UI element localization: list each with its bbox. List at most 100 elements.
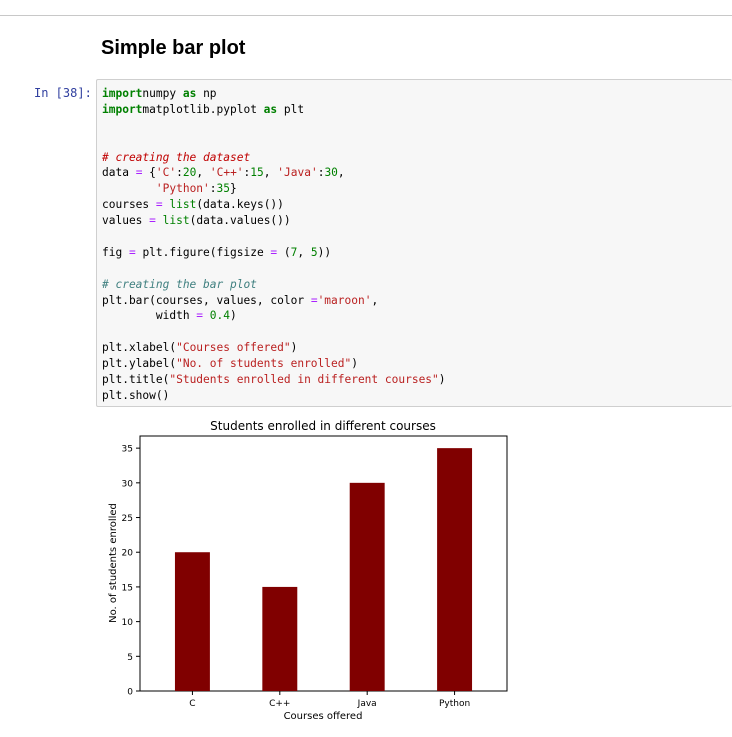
bar-chart: Students enrolled in different courses 0… (108, 419, 508, 722)
code-token: import (102, 87, 143, 100)
code-token: = (196, 309, 204, 323)
code-token: "No. of students enrolled" (176, 357, 352, 371)
code-token: 7 (290, 245, 298, 259)
chart-title: Students enrolled in different courses (210, 419, 436, 433)
code-token (102, 182, 156, 195)
code-token: plt.xlabel( (102, 341, 177, 355)
markdown-heading: Simple bar plot (101, 37, 246, 59)
code-line (102, 261, 446, 277)
code-token (203, 309, 210, 322)
code-line: plt.show() (102, 388, 446, 404)
code-token: ( (277, 245, 291, 259)
code-token: , (297, 245, 311, 259)
code-token: 'Python' (155, 182, 210, 196)
code-token: 'Java' (277, 166, 318, 180)
code-token: , (196, 166, 210, 180)
code-token: width (102, 309, 197, 323)
bar-java (349, 482, 385, 691)
code-token: plt.bar(courses, values, color (102, 293, 311, 307)
code-token: , (263, 166, 278, 180)
y-tick-label: 25 (122, 514, 133, 524)
code-token: "Students enrolled in different courses" (169, 373, 439, 387)
output-area: Students enrolled in different courses 0… (96, 412, 536, 732)
code-line (102, 118, 446, 134)
code-token: ) (351, 357, 358, 371)
input-prompt: In [38]: (34, 86, 92, 100)
code-token: # creating the bar plot (102, 277, 257, 291)
code-token: values (102, 214, 150, 228)
code-token: list (162, 214, 190, 228)
code-token: numpy (142, 87, 183, 100)
code-token: plt.ylabel( (102, 357, 177, 371)
y-tick-label: 5 (127, 653, 133, 663)
x-tick-label: Java (357, 699, 377, 709)
code-token (156, 214, 163, 227)
code-token: data (102, 166, 136, 180)
code-token: # creating the dataset (102, 150, 251, 164)
code-token: (data.values()) (189, 214, 291, 228)
code-token: 'C' (155, 166, 177, 180)
code-line: courses = list(data.keys()) (102, 197, 446, 213)
code-token: : (176, 166, 183, 180)
code-token: import (102, 102, 143, 116)
code-line: importnumpy as np (102, 86, 446, 102)
code-token: )) (317, 245, 332, 259)
code-token: "Courses offered" (176, 341, 291, 355)
code-token: courses (102, 198, 156, 212)
code-token: as (263, 102, 278, 116)
code-token: list (169, 198, 197, 212)
code-token: 'maroon' (317, 293, 372, 307)
code-token: : (243, 166, 251, 180)
code-line (102, 324, 446, 340)
code-token: = (149, 214, 156, 228)
code-line: values = list(data.values()) (102, 213, 446, 229)
y-tick-label: 15 (122, 583, 133, 593)
code-token: 'C++' (209, 166, 244, 180)
code-token: 15 (250, 166, 264, 180)
code-line: plt.title("Students enrolled in differen… (102, 372, 446, 388)
y-tick-label: 0 (127, 688, 133, 698)
code-token: : (209, 182, 217, 196)
code-token: plt.title( (102, 373, 170, 387)
code-token: 35 (216, 182, 231, 196)
code-token: 5 (310, 245, 318, 259)
x-tick-label: C (189, 699, 195, 709)
code-token: = (135, 166, 143, 180)
code-token: } (230, 182, 237, 196)
code-line (102, 229, 446, 245)
code-line: data = {'C':20, 'C++':15, 'Java':30, (102, 165, 446, 181)
code-token: : (317, 166, 325, 180)
code-line: # creating the dataset (102, 150, 446, 166)
x-axis-label: Courses offered (284, 711, 363, 722)
code-token: = (270, 245, 278, 259)
code-token: as (182, 87, 197, 100)
y-tick-label: 20 (122, 549, 134, 559)
code-token: ) (438, 373, 446, 387)
code-token: 0.4 (209, 309, 231, 323)
code-token: (data.keys()) (196, 198, 284, 212)
code-token: plt.show() (102, 388, 170, 402)
code-line (102, 134, 446, 150)
code-editor[interactable]: importnumpy as np importmatplotlib.pyplot… (102, 86, 446, 404)
bar-python (437, 448, 473, 691)
x-tick-label: Python (439, 699, 470, 709)
code-line: plt.xlabel("Courses offered") (102, 340, 446, 356)
code-token: 20 (182, 166, 197, 180)
cell-separator (0, 15, 732, 16)
y-tick-label: 10 (122, 618, 134, 628)
code-token: , (337, 166, 345, 180)
bar-cplusplus (262, 586, 298, 691)
code-line: plt.ylabel("No. of students enrolled") (102, 356, 446, 372)
code-cell[interactable]: importnumpy as np importmatplotlib.pyplot… (96, 79, 732, 407)
code-line: # creating the bar plot (102, 277, 446, 293)
y-axis-label: No. of students enrolled (108, 503, 119, 623)
code-token: fig (102, 245, 129, 259)
code-token: matplotlib.pyplot (142, 102, 264, 116)
code-token: np (196, 87, 217, 100)
y-tick-label: 30 (122, 479, 134, 489)
code-line: importmatplotlib.pyplot as plt (102, 102, 446, 118)
code-token: plt.figure(figsize (135, 245, 271, 259)
code-line: fig = plt.figure(figsize = (7, 5)) (102, 245, 446, 261)
code-line: plt.bar(courses, values, color ='maroon'… (102, 293, 446, 309)
code-token: plt (277, 102, 305, 116)
